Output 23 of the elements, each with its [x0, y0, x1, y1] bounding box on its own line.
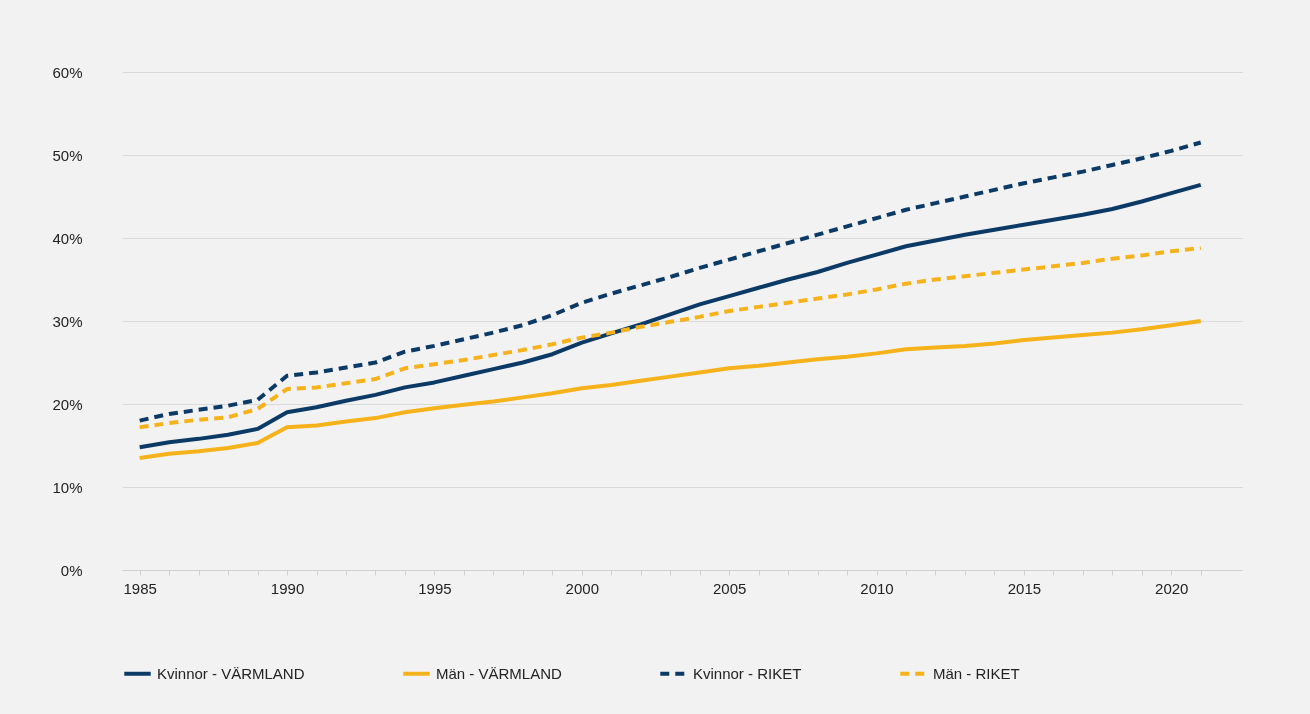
- x-tick-label: 2020: [1155, 579, 1189, 597]
- line-series: [137, 245, 1203, 430]
- y-tick-label: 60%: [52, 63, 83, 81]
- legend-label: Män - RIKET: [933, 664, 1020, 682]
- x-tick-label: 2010: [860, 579, 894, 597]
- legend-label: Kvinnor - VÄRMLAND: [157, 664, 305, 682]
- legend-label: Män - VÄRMLAND: [436, 664, 563, 682]
- x-tick-label: 2000: [565, 579, 599, 597]
- line-series: [137, 319, 1203, 460]
- x-tick-label: 2015: [1007, 579, 1042, 597]
- line-series: [137, 140, 1203, 423]
- y-tick-label: 50%: [52, 146, 83, 164]
- x-tick-label: 1985: [123, 579, 157, 597]
- x-tick-label: 1990: [270, 579, 305, 597]
- y-tick-label: 30%: [52, 312, 83, 330]
- line-series: [137, 182, 1203, 450]
- legend-label: Kvinnor - RIKET: [693, 664, 802, 682]
- x-tick-label: 2005: [712, 579, 747, 597]
- y-tick-label: 0%: [60, 561, 83, 579]
- x-tick-label: 1995: [418, 579, 452, 597]
- y-tick-label: 40%: [52, 229, 83, 247]
- y-tick-label: 20%: [52, 395, 83, 413]
- y-tick-label: 10%: [52, 478, 83, 496]
